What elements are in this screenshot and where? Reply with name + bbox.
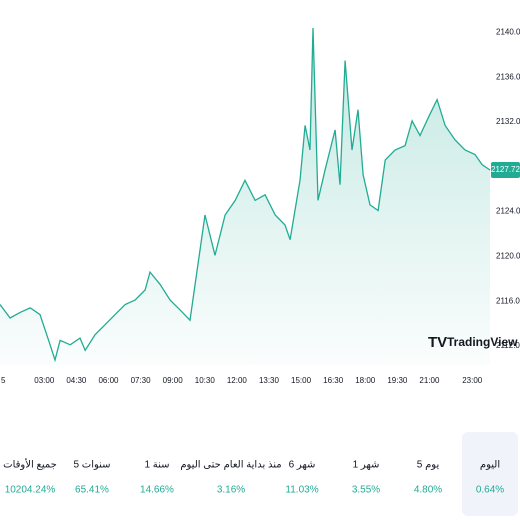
x-tick-label: 03:00	[34, 376, 55, 385]
y-tick-label: 2116.00	[496, 296, 520, 305]
y-tick-label: 2132.00	[496, 117, 520, 126]
period-label: جميع الأوقات	[3, 458, 57, 471]
period-value: 11.03%	[285, 485, 318, 496]
selected-tab[interactable]	[462, 432, 518, 516]
x-tick-label: 21:00	[419, 376, 440, 385]
last-price-label: 2127.72	[491, 165, 520, 174]
period-label: 5 يوم	[417, 460, 440, 471]
period-label: منذ بداية العام حتى اليوم	[180, 460, 281, 471]
period-tab[interactable]: 6 شهر 11.03%	[285, 460, 318, 496]
y-tick-label: 2124.00	[496, 207, 520, 216]
x-tick-label: 16:30	[323, 376, 344, 385]
period-value: 3.16%	[217, 485, 245, 496]
x-tick-label: 18:00	[355, 376, 376, 385]
period-value: 10204.24%	[5, 485, 56, 496]
logo-mark: TV	[428, 334, 447, 351]
period-value: 0.64%	[476, 485, 504, 496]
period-tab[interactable]: اليوم 0.64%	[476, 460, 504, 496]
logo-text: TradingView	[447, 335, 518, 349]
x-tick-label: 23:00	[462, 376, 483, 385]
period-tab[interactable]: 5 يوم 4.80%	[414, 460, 442, 496]
x-tick-label: 19:30	[387, 376, 408, 385]
period-value: 14.66%	[140, 485, 174, 496]
x-tick-label: 04:30	[66, 376, 87, 385]
y-tick-label: 2120.00	[496, 252, 520, 261]
y-tick-label: 2136.00	[496, 72, 520, 81]
x-tick-label: 09:00	[163, 376, 184, 385]
x-tick-label: 15:00	[291, 376, 312, 385]
period-label: 1 سنة	[144, 460, 169, 471]
last-price-box	[491, 161, 520, 178]
period-value: 65.41%	[75, 485, 109, 496]
price-line	[0, 27, 491, 363]
period-label: 6 شهر	[289, 460, 316, 471]
y-tick-label: 2140.00	[496, 28, 520, 37]
x-tick-label: 12:00	[227, 376, 248, 385]
x-tick-label: 10:30	[195, 376, 216, 385]
x-tick-label: 5	[1, 376, 6, 385]
period-tab[interactable]: جميع الأوقات 10204.24%	[3, 458, 57, 496]
area-fill	[0, 28, 490, 365]
x-tick-label: 13:30	[259, 376, 280, 385]
watermark: TV TradingView	[428, 334, 518, 351]
period-label: 1 شهر	[353, 460, 380, 471]
period-tab[interactable]: منذ بداية العام حتى اليوم 3.16%	[180, 460, 281, 496]
y-tick-label: 2112.00	[496, 341, 520, 350]
period-tab[interactable]: 5 سنوات 65.41%	[73, 460, 110, 496]
period-value: 3.55%	[352, 485, 380, 496]
period-tab[interactable]: 1 شهر 3.55%	[352, 460, 380, 496]
x-tick-label: 06:00	[98, 376, 119, 385]
x-tick-label: 07:30	[131, 376, 152, 385]
period-tab[interactable]: 1 سنة 14.66%	[140, 460, 174, 496]
period-label: اليوم	[480, 460, 500, 471]
period-value: 4.80%	[414, 485, 442, 496]
period-label: 5 سنوات	[73, 460, 110, 471]
